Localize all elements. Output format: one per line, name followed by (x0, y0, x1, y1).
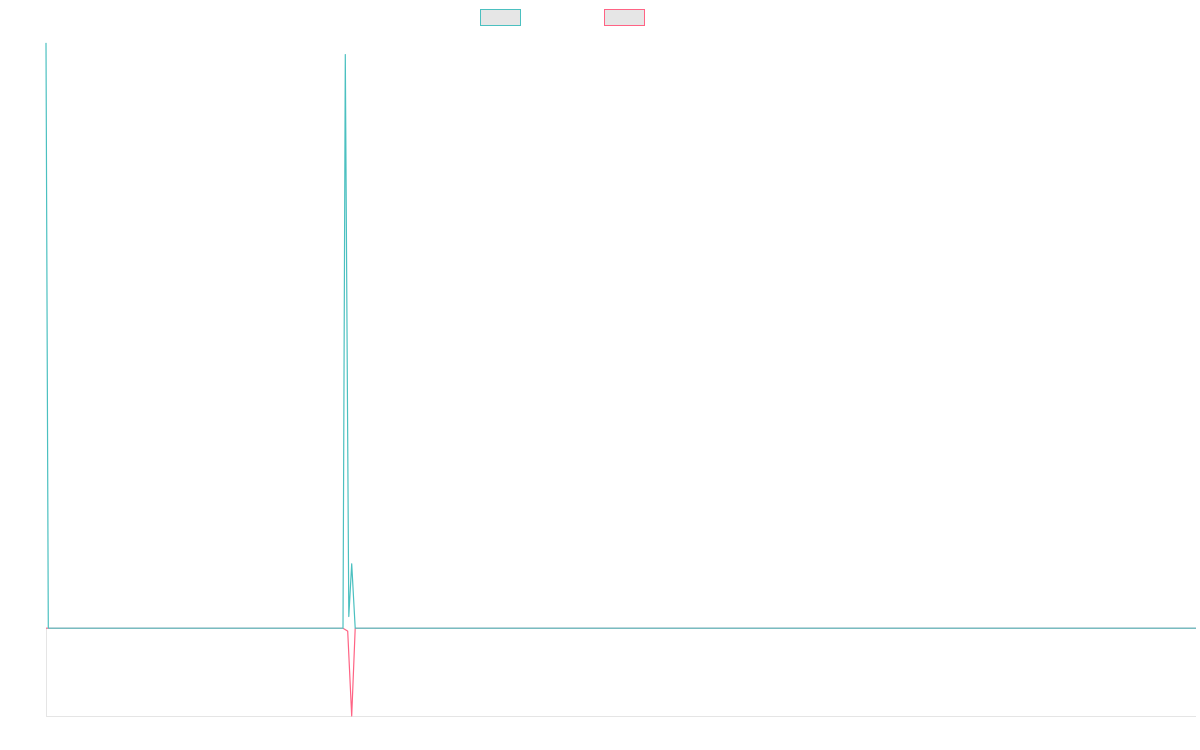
series-line-2[interactable] (46, 627, 1196, 717)
series-line-1[interactable] (45, 42, 1196, 629)
legend-swatch-series-2[interactable] (604, 9, 645, 26)
legend-swatch-series-1[interactable] (480, 9, 521, 26)
legend (480, 9, 645, 26)
plot-area (45, 42, 1196, 717)
